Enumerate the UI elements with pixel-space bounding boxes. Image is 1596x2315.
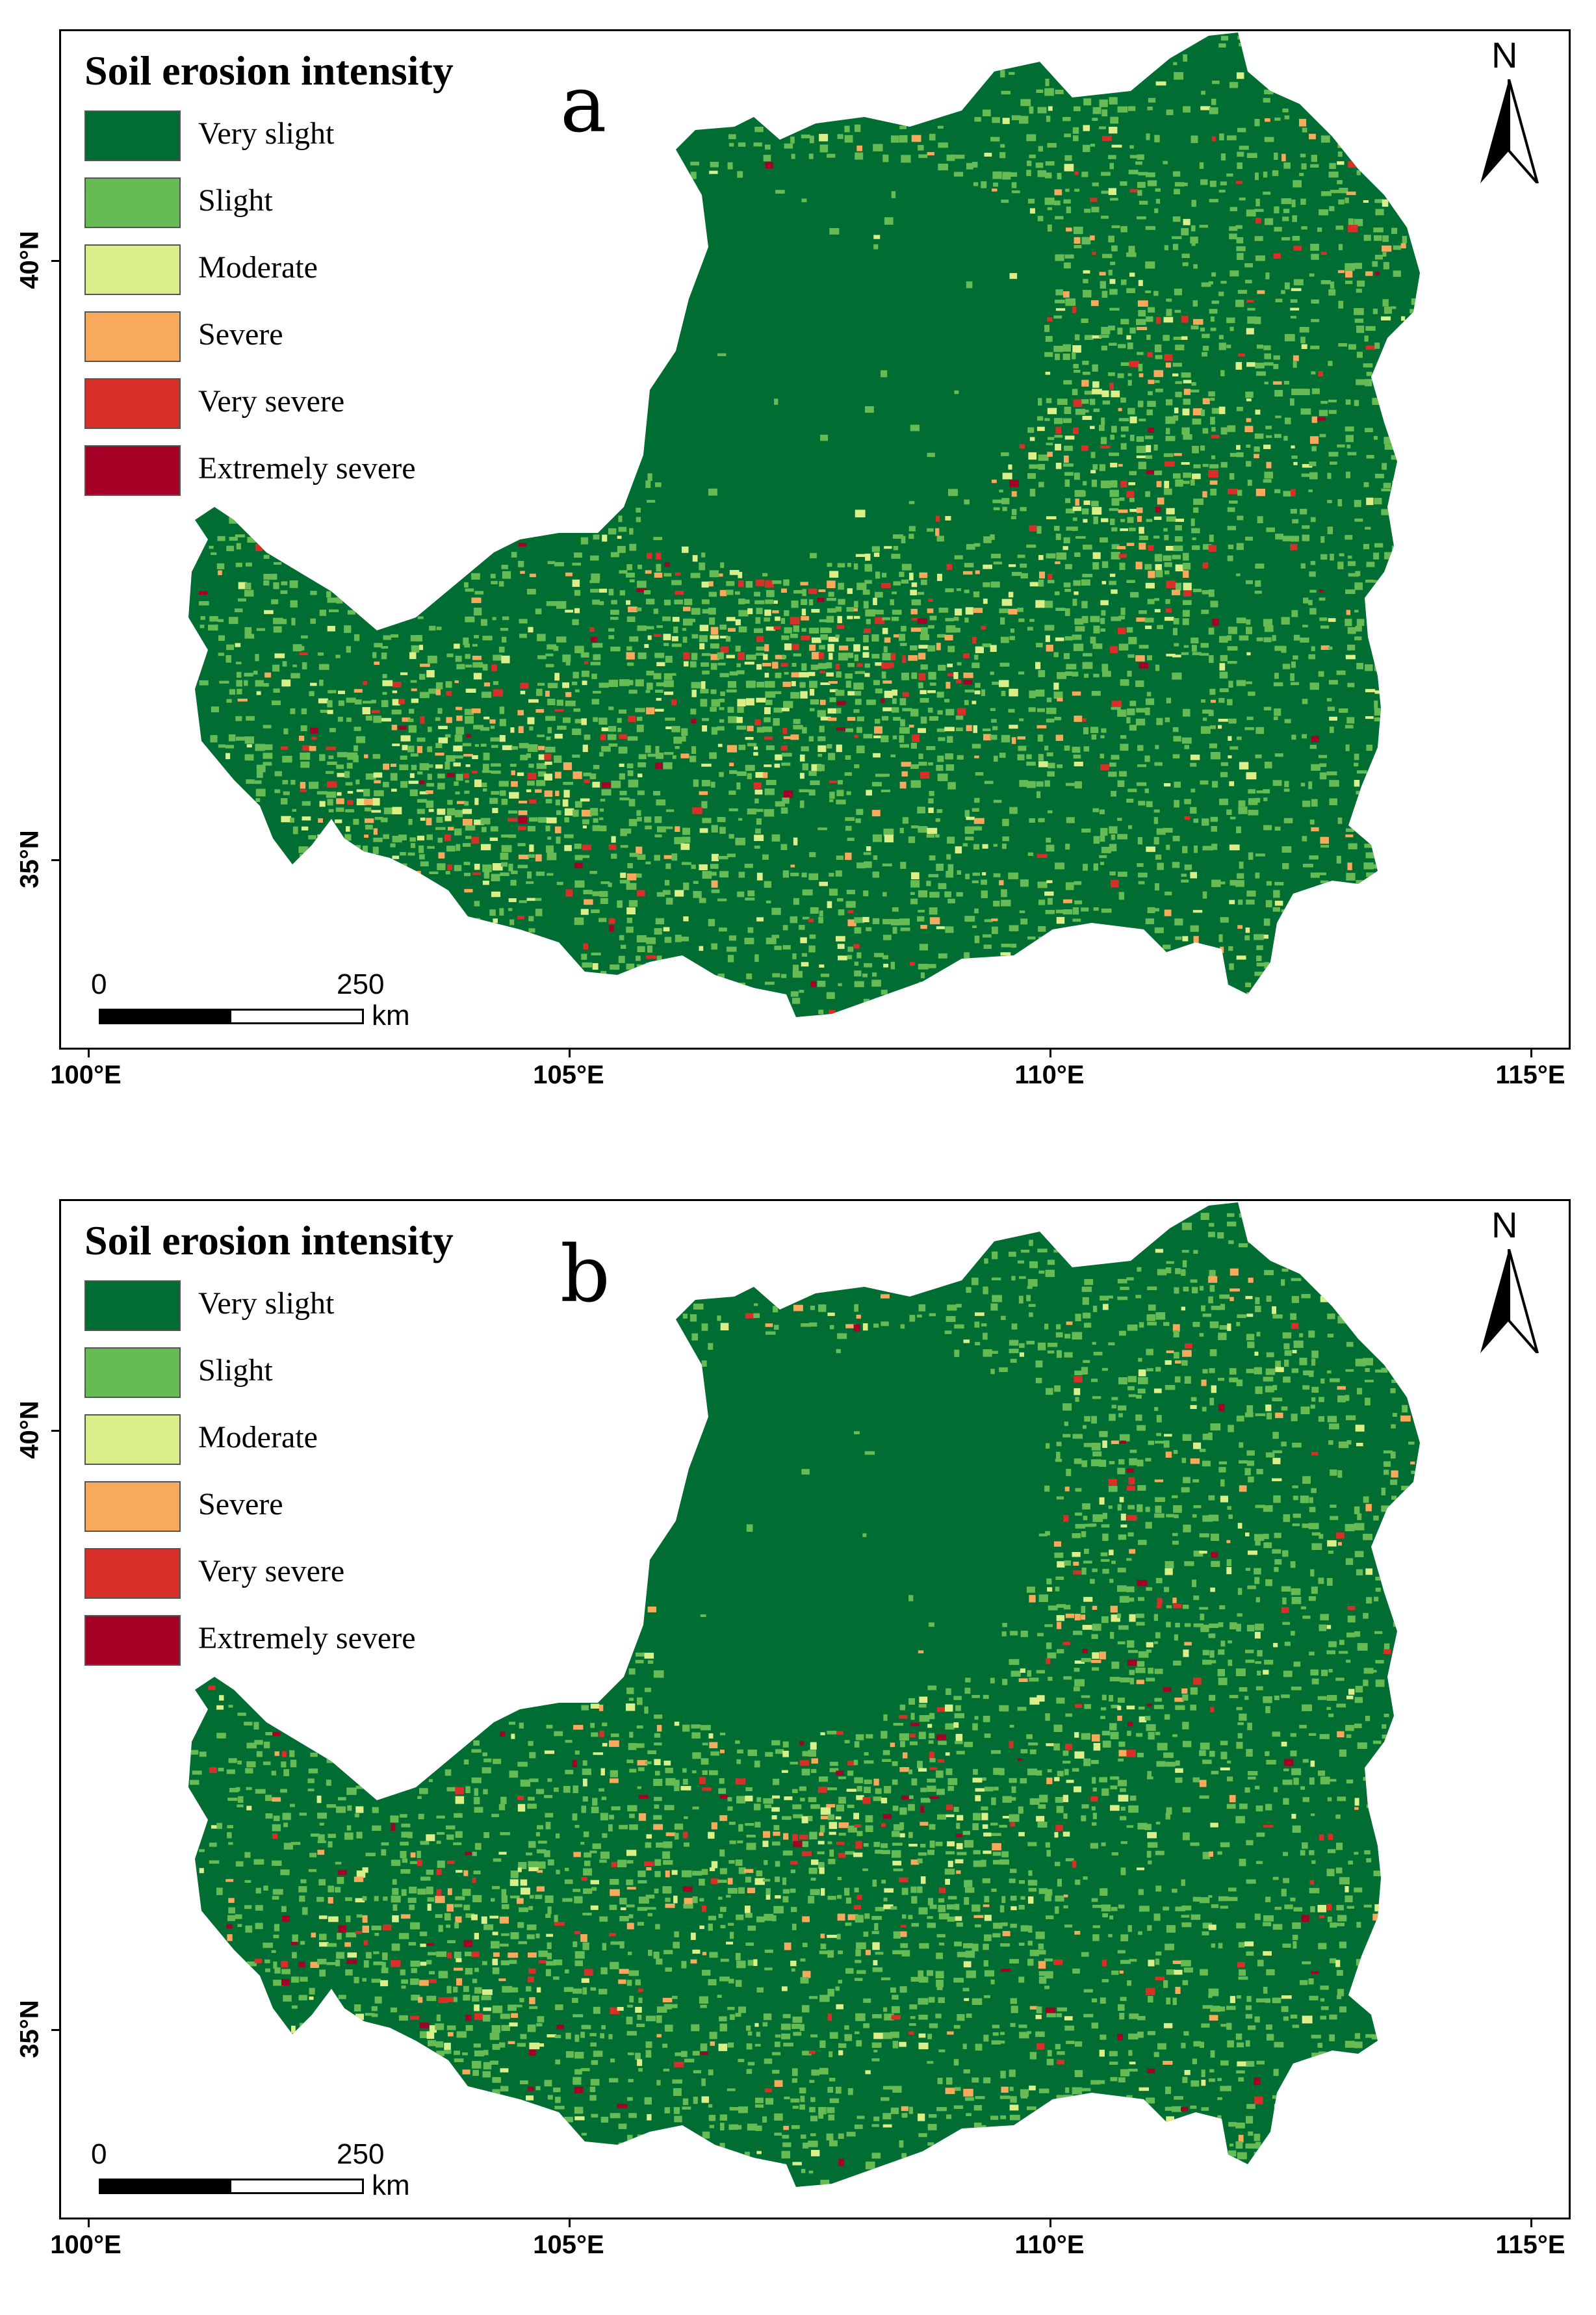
legend-label: Extremely severe (198, 1620, 416, 1656)
legend-label: Severe (198, 1486, 283, 1522)
x-tick-label-115e: 115°E (1465, 1061, 1595, 1090)
legend-label: Slight (198, 1352, 273, 1388)
tick-mark (1530, 1050, 1532, 1057)
legend-label: Very slight (198, 1286, 334, 1321)
legend-swatch (84, 1481, 181, 1532)
legend-label: Severe (198, 317, 283, 352)
tick-mark (1530, 2219, 1532, 2227)
scale-unit-label: km (372, 2169, 410, 2202)
x-tick-label-115e: 115°E (1465, 2231, 1595, 2260)
region-outline (188, 32, 1420, 1017)
scale-end-label: 250 (337, 2138, 384, 2171)
legend-title: Soil erosion intensity (84, 47, 454, 95)
scale-bar (99, 1009, 364, 1024)
north-arrow-icon (1476, 1249, 1541, 1353)
legend-label: Extremely severe (198, 450, 416, 486)
y-tick-label-35n: 35°N (0, 794, 59, 924)
legend-swatch (84, 110, 181, 161)
scale-bar (99, 2179, 364, 2194)
y-tick-label-35n: 35°N (0, 1964, 59, 2094)
tick-mark (51, 2029, 59, 2031)
y-tick-label-40n: 40°N (0, 195, 59, 325)
tick-mark (1049, 1050, 1051, 1057)
scale-unit-label: km (372, 1000, 410, 1032)
legend-swatch (84, 1615, 181, 1666)
x-tick-label-110e: 110°E (985, 2231, 1114, 2260)
scale-start-label: 0 (91, 968, 107, 1001)
legend-label: Moderate (198, 250, 318, 285)
tick-mark (51, 859, 59, 861)
x-tick-label-105e: 105°E (504, 2231, 634, 2260)
tick-mark (88, 1050, 90, 1057)
legend-swatch (84, 378, 181, 429)
legend-label: Moderate (198, 1419, 318, 1455)
map-panel-b: Soil erosion intensity Very slight Slight… (0, 1170, 1596, 2315)
legend-swatch (84, 177, 181, 228)
tick-mark (88, 2219, 90, 2227)
tick-mark (569, 2219, 571, 2227)
legend-swatch (84, 1548, 181, 1599)
scale-start-label: 0 (91, 2138, 107, 2171)
tick-mark (51, 260, 59, 262)
x-tick-label-100e: 100°E (21, 2231, 151, 2260)
erosion-map-b (0, 1170, 1596, 2315)
x-tick-label-110e: 110°E (985, 1061, 1114, 1090)
north-arrow-icon (1476, 79, 1541, 183)
erosion-map-a (0, 0, 1596, 1145)
north-label: N (1491, 1204, 1517, 1246)
region-outline (188, 1202, 1420, 2187)
panel-label: a (560, 60, 607, 150)
legend-label: Very slight (198, 116, 334, 151)
legend-title: Soil erosion intensity (84, 1217, 454, 1265)
legend-label: Slight (198, 183, 273, 218)
legend-swatch (84, 311, 181, 362)
legend-label: Very severe (198, 383, 344, 419)
scale-end-label: 250 (337, 968, 384, 1001)
map-panel-a: Soil erosion intensity Very slight Slight… (0, 0, 1596, 1145)
panel-label: b (560, 1230, 610, 1320)
legend-swatch (84, 244, 181, 295)
x-tick-label-100e: 100°E (21, 1061, 151, 1090)
legend-label: Very severe (198, 1553, 344, 1589)
legend-swatch (84, 445, 181, 496)
x-tick-label-105e: 105°E (504, 1061, 634, 1090)
legend-swatch (84, 1280, 181, 1331)
legend-swatch (84, 1347, 181, 1398)
north-label: N (1491, 34, 1517, 76)
tick-mark (51, 1430, 59, 1432)
y-tick-label-40n: 40°N (0, 1365, 59, 1495)
legend-swatch (84, 1414, 181, 1465)
tick-mark (569, 1050, 571, 1057)
tick-mark (1049, 2219, 1051, 2227)
